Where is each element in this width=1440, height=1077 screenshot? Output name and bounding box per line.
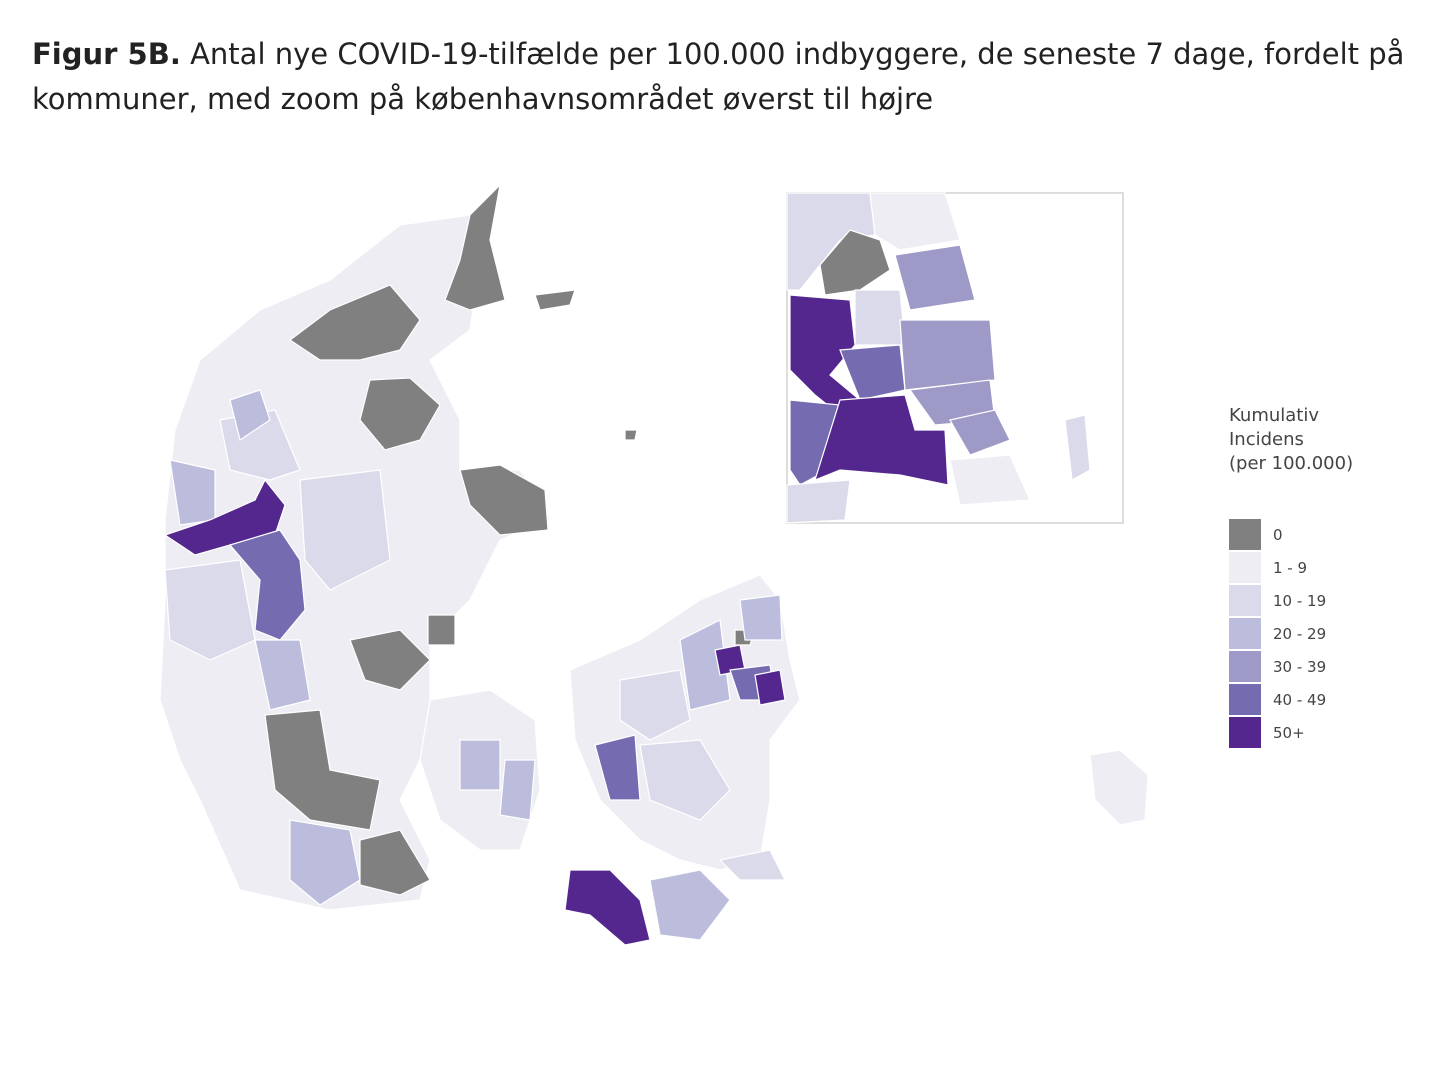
region: [349, 629, 431, 691]
legend: Kumulativ Incidens (per 100.000) 0 1 - 9 1…: [1229, 404, 1353, 749]
region: [289, 819, 361, 906]
mon-region: [718, 849, 786, 881]
legend-item: 0: [1229, 518, 1353, 551]
region: [228, 529, 306, 641]
legend-item: 20 - 29: [1229, 617, 1353, 650]
region: [949, 454, 1031, 506]
region: [264, 709, 381, 831]
region: [164, 559, 256, 661]
island: [624, 429, 638, 441]
figure-title: Figur 5B. Antal nye COVID-19-tilfælde pe…: [32, 32, 1422, 122]
region: [594, 734, 641, 801]
region: [1064, 414, 1091, 481]
island: [534, 289, 576, 311]
legend-item: 50+: [1229, 716, 1353, 749]
legend-item: 40 - 49: [1229, 683, 1353, 716]
legend-item: 30 - 39: [1229, 650, 1353, 683]
legend-swatch: [1229, 618, 1261, 649]
legend-items: 0 1 - 9 10 - 19 20 - 29 30 - 39 40 - 49 50+: [1229, 518, 1353, 749]
legend-label: 50+: [1273, 723, 1305, 742]
legend-swatch: [1229, 519, 1261, 550]
region: [894, 244, 976, 311]
region: [163, 478, 286, 556]
region: [786, 479, 851, 524]
figure-label: Figur 5B.: [32, 37, 181, 71]
region: [639, 739, 731, 821]
legend-swatch: [1229, 585, 1261, 616]
region: [619, 669, 691, 741]
legend-swatch: [1229, 651, 1261, 682]
legend-label: 1 - 9: [1273, 558, 1308, 577]
legend-swatch: [1229, 684, 1261, 715]
region: [814, 394, 949, 486]
region: [459, 464, 549, 536]
legend-label: 20 - 29: [1273, 624, 1327, 643]
legend-swatch: [1229, 552, 1261, 583]
legend-swatch: [1229, 717, 1261, 748]
region: [854, 289, 906, 346]
region: [288, 284, 421, 361]
region: [869, 192, 961, 251]
region: [359, 377, 441, 451]
copenhagen-inset: [786, 192, 1124, 524]
figure-caption: Antal nye COVID-19-tilfælde per 100.000 …: [32, 37, 1405, 116]
lolland-region: [564, 869, 651, 946]
region: [459, 739, 501, 791]
region: [229, 389, 271, 441]
legend-title-line: Incidens: [1229, 429, 1304, 450]
region: [679, 619, 731, 711]
legend-title: Kumulativ Incidens (per 100.000): [1229, 404, 1353, 476]
jutland: [159, 182, 551, 911]
region: [754, 669, 786, 706]
legend-label: 30 - 39: [1273, 657, 1327, 676]
region: [444, 183, 506, 311]
region: [299, 469, 391, 591]
bornholm: [1089, 749, 1149, 826]
region: [739, 594, 783, 641]
region: [359, 829, 431, 896]
region: [819, 229, 891, 296]
legend-label: 10 - 19: [1273, 591, 1327, 610]
region: [899, 319, 996, 391]
region: [427, 614, 456, 646]
region: [949, 409, 1011, 456]
region: [499, 759, 536, 821]
legend-label: 40 - 49: [1273, 690, 1327, 709]
legend-item: 10 - 19: [1229, 584, 1353, 617]
legend-title-line: (per 100.000): [1229, 453, 1354, 474]
legend-label: 0: [1273, 525, 1283, 544]
region: [254, 639, 311, 711]
legend-title-line: Kumulativ: [1229, 405, 1319, 426]
funen: [419, 689, 541, 851]
legend-item: 1 - 9: [1229, 551, 1353, 584]
falster-region: [649, 869, 731, 941]
zealand: [569, 574, 801, 871]
